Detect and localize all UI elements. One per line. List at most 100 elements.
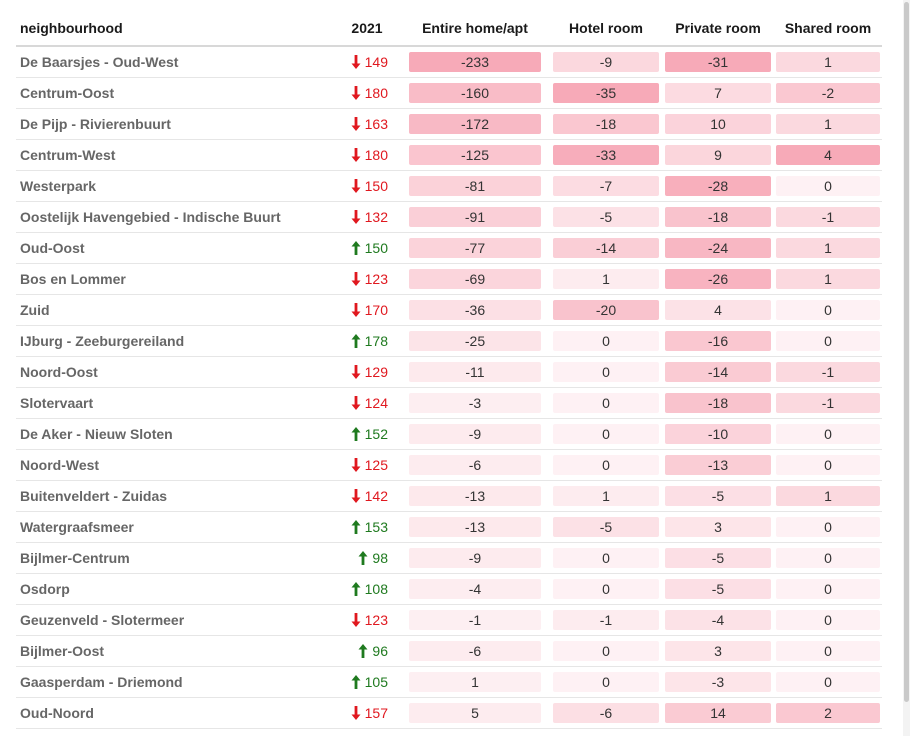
hotel-cell: -14: [550, 232, 662, 264]
shared-value: 4: [776, 145, 880, 165]
value-2021-cell: 178: [334, 325, 400, 357]
hotel-value: 0: [553, 331, 659, 351]
value-2021: 132: [364, 209, 388, 225]
value-2021: 153: [364, 519, 388, 535]
private-value: -5: [665, 579, 771, 599]
value-2021: 149: [364, 54, 388, 70]
hotel-cell: -35: [550, 77, 662, 109]
neighbourhood-cell: Westerpark: [16, 170, 334, 202]
shared-value: -1: [776, 362, 880, 382]
hotel-cell: -18: [550, 108, 662, 140]
entire-value: 5: [409, 703, 541, 723]
hotel-cell: -33: [550, 139, 662, 171]
shared-cell: 0: [774, 511, 882, 543]
shared-value: -1: [776, 393, 880, 413]
vertical-scrollbar[interactable]: [903, 0, 910, 736]
neighbourhood-cell: Centrum-West: [16, 139, 334, 171]
private-cell: -18: [662, 387, 774, 419]
private-cell: 9: [662, 139, 774, 171]
private-value: 4: [665, 300, 771, 320]
private-cell: -3: [662, 666, 774, 698]
shared-cell: 2: [774, 697, 882, 729]
value-2021: 152: [364, 426, 388, 442]
arrow-down-icon: [351, 86, 361, 100]
shared-cell: -1: [774, 387, 882, 419]
hotel-cell: -20: [550, 294, 662, 326]
shared-cell: 0: [774, 294, 882, 326]
col-header-neighbourhood[interactable]: neighbourhood: [16, 10, 334, 47]
value-2021-cell: 180: [334, 77, 400, 109]
neighbourhood-cell: Noord-Oost: [16, 356, 334, 388]
table-row: Westerpark 150 -81 -7 -28 0: [16, 170, 882, 202]
col-header-hotel-room[interactable]: Hotel room: [550, 10, 662, 47]
entire-value: -1: [409, 610, 541, 630]
arrow-up-icon: [351, 520, 361, 534]
value-2021: 150: [364, 240, 388, 256]
entire-cell: -3: [400, 387, 550, 419]
arrow-down-icon: [351, 272, 361, 286]
hotel-value: -1: [553, 610, 659, 630]
private-value: -5: [665, 548, 771, 568]
scrollbar-thumb[interactable]: [904, 2, 909, 702]
private-value: 14: [665, 703, 771, 723]
hotel-value: -18: [553, 114, 659, 134]
value-2021: 178: [364, 333, 388, 349]
private-cell: -5: [662, 542, 774, 574]
private-value: -26: [665, 269, 771, 289]
table-row: Centrum-Oost 180 -160 -35 7 -2: [16, 77, 882, 109]
shared-value: 0: [776, 331, 880, 351]
entire-value: 1: [409, 672, 541, 692]
private-cell: -14: [662, 356, 774, 388]
value-2021-cell: 105: [334, 666, 400, 698]
private-cell: -28: [662, 170, 774, 202]
hotel-value: -5: [553, 517, 659, 537]
shared-cell: 0: [774, 604, 882, 636]
arrow-up-icon: [351, 582, 361, 596]
entire-value: -11: [409, 362, 541, 382]
neighbourhood-cell: Gaasperdam - Driemond: [16, 666, 334, 698]
value-2021: 105: [364, 674, 388, 690]
entire-cell: -6: [400, 449, 550, 481]
hotel-cell: 0: [550, 387, 662, 419]
table-row: De Aker - Nieuw Sloten 152 -9 0 -10 0: [16, 418, 882, 450]
table-row: IJburg - Zeeburgereiland 178 -25 0 -16 0: [16, 325, 882, 357]
hotel-value: 0: [553, 424, 659, 444]
entire-cell: -69: [400, 263, 550, 295]
private-value: -31: [665, 52, 771, 72]
hotel-value: -35: [553, 83, 659, 103]
hotel-value: -20: [553, 300, 659, 320]
shared-cell: -1: [774, 201, 882, 233]
neighbourhood-cell: De Baarsjes - Oud-West: [16, 46, 334, 78]
hotel-value: -33: [553, 145, 659, 165]
private-value: 3: [665, 517, 771, 537]
shared-cell: 1: [774, 480, 882, 512]
table-container: neighbourhood 2021 Entire home/apt Hotel…: [16, 10, 882, 729]
shared-value: 0: [776, 176, 880, 196]
private-cell: -10: [662, 418, 774, 450]
neighbourhood-table: neighbourhood 2021 Entire home/apt Hotel…: [16, 10, 882, 729]
shared-value: 1: [776, 486, 880, 506]
table-row: De Baarsjes - Oud-West 149 -233 -9 -31 1: [16, 46, 882, 78]
private-value: -4: [665, 610, 771, 630]
shared-value: -2: [776, 83, 880, 103]
col-header-entire-home[interactable]: Entire home/apt: [400, 10, 550, 47]
col-header-private-room[interactable]: Private room: [662, 10, 774, 47]
col-header-2021[interactable]: 2021: [334, 10, 400, 47]
table-row: Buitenveldert - Zuidas 142 -13 1 -5 1: [16, 480, 882, 512]
private-cell: -16: [662, 325, 774, 357]
col-header-shared-room[interactable]: Shared room: [774, 10, 882, 47]
hotel-cell: 0: [550, 542, 662, 574]
shared-value: 0: [776, 548, 880, 568]
private-value: 9: [665, 145, 771, 165]
arrow-down-icon: [351, 179, 361, 193]
value-2021-cell: 157: [334, 697, 400, 729]
value-2021: 142: [364, 488, 388, 504]
entire-value: -9: [409, 548, 541, 568]
hotel-value: 1: [553, 269, 659, 289]
table-row: Oud-Noord 157 5 -6 14 2: [16, 697, 882, 729]
hotel-value: 0: [553, 455, 659, 475]
hotel-value: -14: [553, 238, 659, 258]
value-2021-cell: 142: [334, 480, 400, 512]
shared-value: 1: [776, 114, 880, 134]
arrow-up-icon: [351, 334, 361, 348]
